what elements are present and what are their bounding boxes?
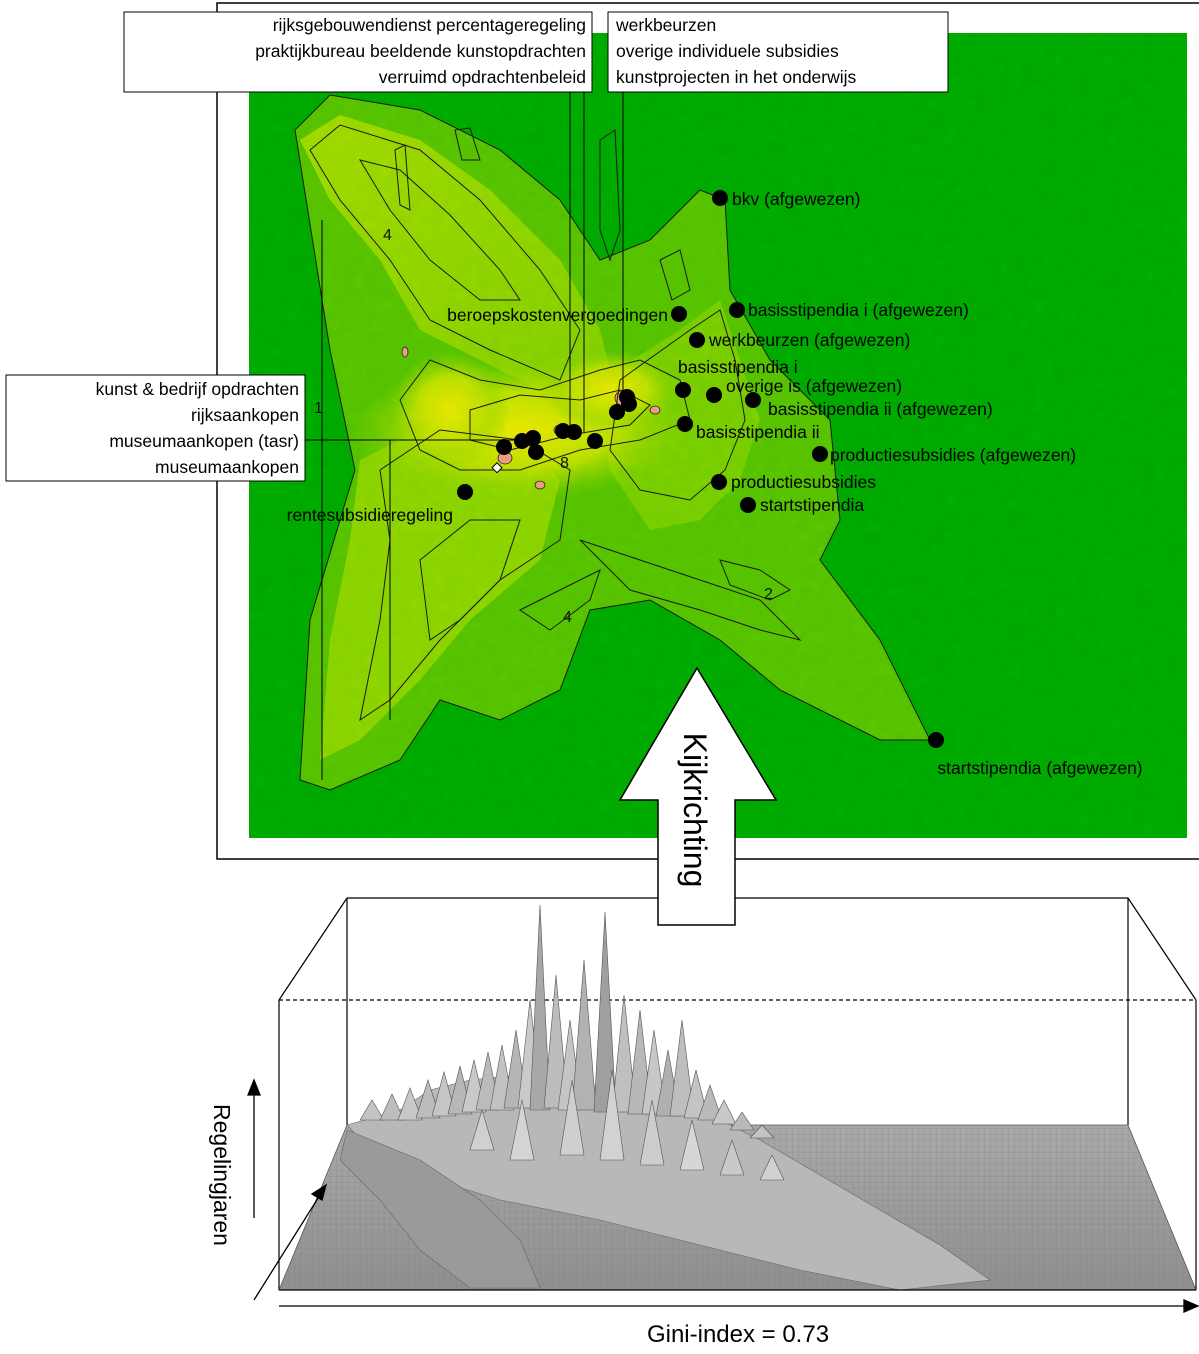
data-point: [745, 392, 761, 408]
contour-lines: [294, 94, 931, 791]
view-direction-arrow: Kijkrichting: [618, 666, 778, 926]
contour-labels: 4 1 8 4 2: [314, 227, 773, 626]
point-label: basisstipendia ii (afgewezen): [768, 399, 993, 419]
callout-line: rijksaankopen: [191, 405, 299, 425]
data-point: [706, 387, 722, 403]
callout-box-left-mid: kunst & bedrijf opdrachten rijksaankopen…: [5, 374, 306, 482]
point-label: werkbeurzen (afgewezen): [708, 330, 910, 350]
surface-spikes: [359, 904, 785, 1181]
data-point: [928, 732, 944, 748]
point-label: productiesubsidies: [731, 472, 876, 492]
surface-panel: Gini-index = 0.73 Regelingjaren: [209, 897, 1199, 1348]
surface-box-back: [278, 897, 1197, 1290]
contour-label: 1: [314, 400, 323, 417]
point-label: basisstipendia i: [678, 357, 798, 377]
data-point: [514, 433, 530, 449]
point-label: bkv (afgewezen): [732, 189, 860, 209]
callout-line: museumaankopen (tasr): [109, 431, 299, 451]
x-axis-label: Gini-index = 0.73: [647, 1321, 829, 1348]
callout-line: rijksgebouwendienst percentageregeling: [273, 15, 586, 35]
data-point: [528, 444, 544, 460]
callout-line: verruimd opdrachtenbeleid: [379, 67, 586, 87]
callout-line: werkbeurzen: [615, 15, 716, 35]
data-point: [740, 497, 756, 513]
contour-label: 4: [383, 227, 392, 244]
data-point: [609, 404, 625, 420]
arrow-shape: [618, 666, 778, 926]
data-point: [712, 190, 728, 206]
callout-line: kunst & bedrijf opdrachten: [96, 379, 299, 399]
point-labels: bkv (afgewezen) basisstipendia i (afgewe…: [287, 189, 1143, 778]
data-point: [496, 439, 512, 455]
point-label: basisstipendia ii: [696, 422, 820, 442]
data-point: [566, 424, 582, 440]
data-point: [689, 332, 705, 348]
y-axis-label: Regelingjaren: [209, 1104, 235, 1246]
data-point: [619, 389, 635, 405]
callout-box-right-top: werkbeurzen overige individuele subsidie…: [607, 11, 949, 93]
point-label: startstipendia (afgewezen): [937, 758, 1142, 778]
arrow-label: Kijkrichting: [677, 733, 713, 888]
point-label: beroepskostenvergoedingen: [447, 305, 668, 325]
callout-line: overige individuele subsidies: [616, 41, 839, 61]
callout-line: museumaankopen: [155, 457, 299, 477]
data-point: [671, 306, 687, 322]
point-label: basisstipendia i (afgewezen): [748, 300, 969, 320]
data-point: [677, 416, 693, 432]
point-label: productiesubsidies (afgewezen): [830, 445, 1076, 465]
data-point: [812, 446, 828, 462]
point-label: overige is (afgewezen): [726, 376, 902, 396]
contour-label: 4: [563, 609, 572, 626]
data-point: [457, 484, 473, 500]
surface-axes: [247, 1078, 1199, 1313]
contour-label: 2: [764, 586, 773, 603]
surface-ridge-left: [339, 1129, 541, 1289]
point-label: startstipendia: [760, 495, 864, 515]
point-label: rentesubsidieregeling: [287, 505, 453, 525]
data-point: [587, 433, 603, 449]
data-point: [729, 302, 745, 318]
callout-box-left-top: rijksgebouwendienst percentageregeling p…: [123, 11, 593, 93]
data-point: [675, 382, 691, 398]
data-point: [711, 474, 727, 490]
contour-label: 8: [560, 455, 569, 472]
contour-panel: 4 1 8 4 2 rijksgebouwendienst percentage…: [5, 2, 1199, 860]
data-points: [457, 190, 944, 748]
callout-line: praktijkbureau beeldende kunstopdrachten: [255, 41, 586, 61]
leader-lines: [305, 90, 624, 780]
callout-line: kunstprojecten in het onderwijs: [616, 67, 857, 87]
